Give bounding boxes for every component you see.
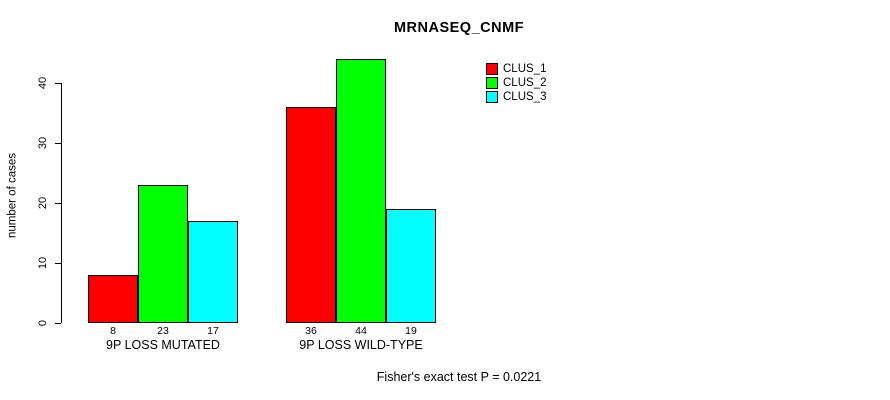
bar-value-label: 23	[157, 325, 169, 337]
legend-label: CLUS_3	[503, 91, 547, 103]
y-axis-line	[61, 83, 62, 323]
bar-clus_2-group1	[138, 185, 188, 323]
x-category-label: 9P LOSS MUTATED	[106, 338, 220, 352]
legend-swatch-clus_1	[486, 63, 498, 75]
bar-clus_3-group2	[386, 209, 436, 323]
bar-clus_2-group2	[336, 59, 386, 323]
legend-row: CLUS_3	[486, 90, 546, 104]
footnote-text: Fisher's exact test P = 0.0221	[376, 370, 542, 384]
bar-value-label: 8	[110, 325, 116, 337]
y-tick-mark	[55, 203, 61, 204]
y-tick-label: 10	[37, 256, 49, 270]
y-tick-mark	[55, 263, 61, 264]
bar-value-label: 36	[305, 325, 317, 337]
y-tick-mark	[55, 143, 61, 144]
y-axis-title: number of cases	[6, 153, 19, 239]
y-tick-label: 40	[37, 76, 49, 90]
bar-clus_1-group1	[88, 275, 138, 323]
y-tick-mark	[55, 83, 61, 84]
legend-label: CLUS_2	[503, 77, 547, 89]
legend-swatch-clus_2	[486, 77, 498, 89]
y-tick-label: 0	[37, 319, 49, 327]
bar-value-label: 19	[405, 325, 417, 337]
bar-clus_1-group2	[286, 107, 336, 323]
legend-swatch-clus_3	[486, 91, 498, 103]
legend: CLUS_1 CLUS_2 CLUS_3	[486, 62, 546, 104]
chart-title: MRNASEQ_CNMF	[393, 20, 525, 36]
legend-label: CLUS_1	[503, 63, 547, 75]
bar-value-label: 44	[355, 325, 367, 337]
x-category-label: 9P LOSS WILD-TYPE	[299, 338, 423, 352]
y-tick-label: 30	[37, 136, 49, 150]
y-tick-label: 20	[37, 196, 49, 210]
bar-value-label: 17	[207, 325, 219, 337]
y-tick-mark	[55, 323, 61, 324]
legend-row: CLUS_2	[486, 76, 546, 90]
bar-clus_3-group1	[188, 221, 238, 323]
legend-row: CLUS_1	[486, 62, 546, 76]
